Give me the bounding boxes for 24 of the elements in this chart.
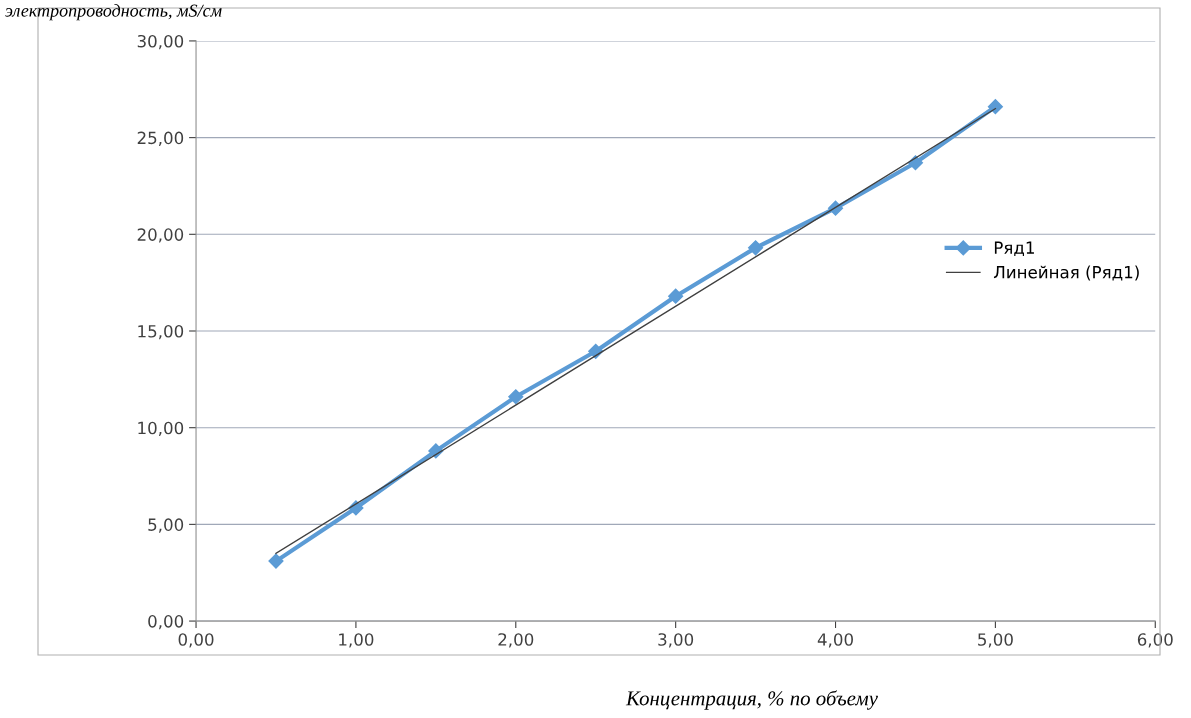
y-tick-label: 25,00 — [137, 131, 184, 146]
x-tick-label: 1,00 — [339, 633, 374, 648]
y-tick-label: 10,00 — [138, 421, 184, 436]
x-tick-label: 3,00 — [658, 633, 694, 648]
point — [748, 240, 764, 256]
x-tick-label: 2,00 — [498, 633, 534, 648]
legend-label: Ряд1 — [994, 241, 1034, 257]
point — [508, 389, 524, 405]
x-axis-title: Концентрация, % по объему — [625, 690, 878, 710]
y-axis-title: электропроводность, мS/см — [5, 4, 222, 21]
y-tick-label: 5,00 — [148, 518, 184, 533]
legend-label: Линейная (Ряд1) — [993, 265, 1139, 281]
y-tick-label: 20,00 — [137, 228, 184, 243]
x-tick-label: 5,00 — [978, 633, 1013, 648]
y-tick-label: 15,00 — [138, 324, 184, 340]
x-tick-label: 0,00 — [178, 633, 214, 648]
x-tick-label: 6,00 — [1137, 633, 1173, 648]
point — [268, 553, 284, 569]
y-tick-label: 30,00 — [137, 34, 184, 50]
y-tick-label: 0,00 — [148, 615, 184, 630]
x-tick-label: 4,00 — [817, 633, 853, 648]
point — [987, 99, 1003, 115]
point — [668, 288, 684, 304]
point — [907, 155, 924, 171]
